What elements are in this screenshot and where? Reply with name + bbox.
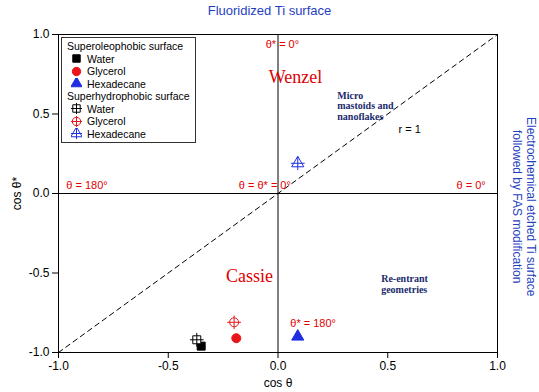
- html-text:Fluoridized Ti surface: Fluoridized Ti surface: [207, 3, 332, 18]
- svg-text:0.0: 0.0: [270, 359, 287, 373]
- svg-text:-0.5: -0.5: [158, 359, 179, 373]
- svg-text:Micromastoids andnanoflakes: Micromastoids andnanoflakes: [337, 90, 394, 122]
- svg-text:0.0: 0.0: [33, 186, 50, 200]
- svg-text:0.5: 0.5: [33, 107, 50, 121]
- svg-text:-1.0: -1.0: [48, 359, 69, 373]
- svg-text:1.0: 1.0: [33, 27, 50, 41]
- html-text:Glycerol: Glycerol: [87, 65, 126, 77]
- svg-text:r = 1: r = 1: [399, 123, 421, 135]
- svg-text:0.5: 0.5: [379, 359, 396, 373]
- html-text:Glycerol: Glycerol: [87, 115, 126, 127]
- html-text:Water: Water: [87, 102, 115, 115]
- html-text:Superhydrophobic surface: Superhydrophobic surface: [67, 90, 190, 102]
- svg-text:-1.0: -1.0: [29, 345, 50, 359]
- svg-text:θ* = 180°: θ* = 180°: [290, 317, 336, 329]
- html-text:Superoleophobic surface: Superoleophobic surface: [67, 40, 184, 52]
- svg-text:θ = θ* = 0°: θ = θ* = 0°: [239, 179, 291, 191]
- svg-text:cos θ: cos θ: [264, 376, 293, 390]
- html-text:Water: Water: [87, 52, 115, 65]
- html-text:Hexadecane: Hexadecane: [87, 77, 146, 90]
- svg-text:1.0: 1.0: [489, 359, 506, 373]
- html-text:Electrochemical etched Ti surf: Electrochemical etched Ti surface follow…: [510, 117, 538, 297]
- html-text:Hexadecane: Hexadecane: [87, 127, 146, 140]
- svg-text:θ* = 0°: θ* = 0°: [266, 38, 299, 50]
- svg-text:Cassie: Cassie: [226, 266, 273, 286]
- svg-text:θ = 0°: θ = 0°: [457, 179, 486, 191]
- svg-text:θ = 180°: θ = 180°: [66, 179, 107, 191]
- svg-text:Re-entrantgeometries: Re-entrantgeometries: [381, 273, 428, 295]
- svg-text:Wenzel: Wenzel: [269, 67, 323, 87]
- svg-text:cos θ*: cos θ*: [10, 176, 24, 210]
- svg-text:-0.5: -0.5: [29, 266, 50, 280]
